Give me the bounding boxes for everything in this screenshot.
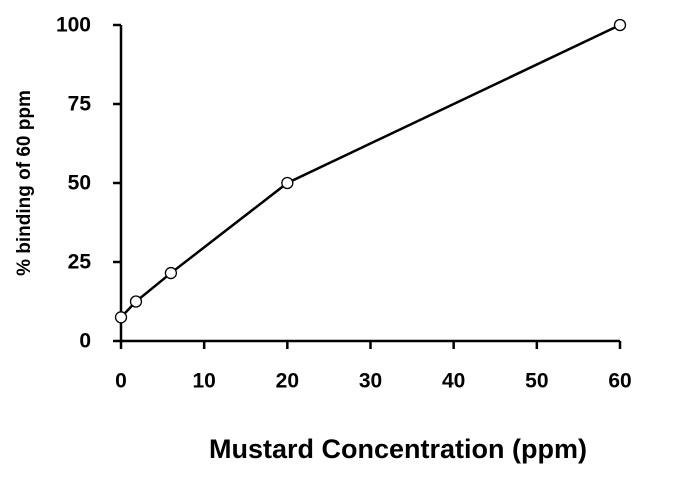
x-axis-title: Mustard Concentration (ppm)	[209, 434, 587, 464]
marker	[114, 311, 128, 324]
marker	[164, 266, 178, 280]
y-tick-label: 0	[79, 330, 91, 353]
x-tick-label: 40	[442, 370, 465, 393]
x-tick-label: 20	[276, 370, 299, 393]
x-tick-label: 60	[608, 370, 631, 393]
line	[120, 23, 621, 319]
marker	[129, 295, 143, 308]
y-axis-title: % binding of 60 ppm	[14, 90, 35, 276]
y-tick-label: 75	[68, 93, 92, 116]
marker	[281, 176, 294, 190]
x-tick-label: 30	[359, 370, 382, 393]
y-tick-label: 100	[56, 14, 91, 37]
x-tick-label: 0	[115, 370, 127, 393]
marker	[613, 18, 627, 32]
y-tick-label: 50	[68, 172, 91, 195]
y-tick-label: 25	[68, 251, 92, 274]
x-tick-label: 10	[192, 370, 215, 393]
x-tick-label: 50	[525, 370, 548, 393]
